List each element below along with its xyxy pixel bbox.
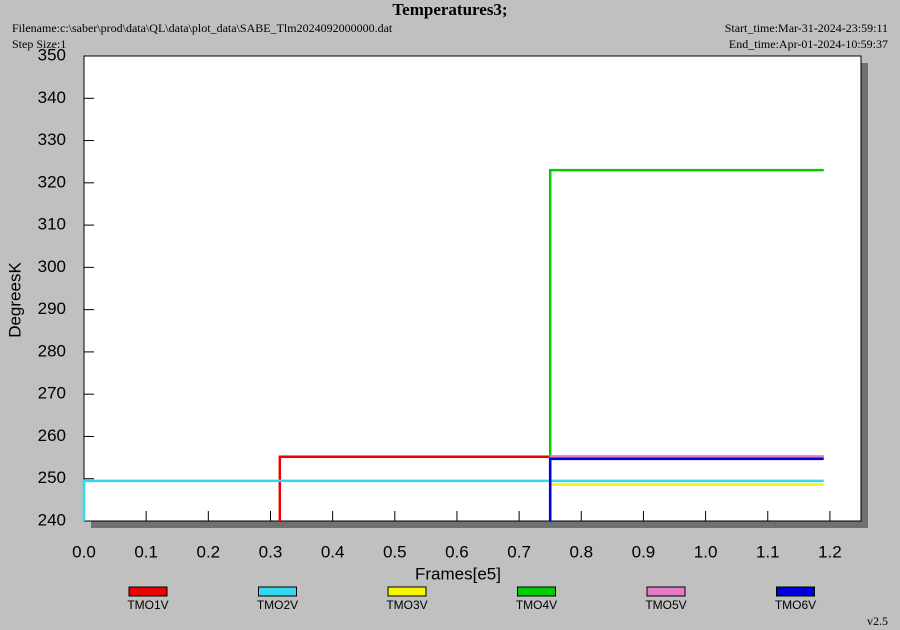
legend-swatch [387, 586, 427, 597]
y-tick-label: 250 [38, 468, 66, 487]
legend-swatch [128, 586, 168, 597]
x-tick-label: 0.4 [321, 542, 345, 561]
x-tick-label: 0.0 [72, 542, 96, 561]
start-time: Start_time:Mar-31-2024-23:59:11 [725, 21, 888, 35]
x-tick-label: 0.2 [196, 542, 220, 561]
legend-label: TMO2V [257, 598, 298, 612]
legend-swatch [517, 586, 556, 597]
y-tick-label: 240 [38, 510, 66, 529]
step-size: Step Size:1 [12, 37, 66, 51]
y-tick-label: 350 [38, 45, 66, 64]
x-tick-label: 0.9 [632, 542, 656, 561]
legend-label: TMO6V [775, 598, 816, 612]
end-time: End_time:Apr-01-2024-10:59:37 [729, 37, 888, 51]
y-tick-label: 270 [38, 384, 66, 403]
x-tick-label: 1.0 [694, 542, 718, 561]
filename: Filename:c:\saber\prod\data\QL\data\plot… [12, 21, 393, 35]
x-tick-label: 0.6 [445, 542, 469, 561]
legend-label: TMO1V [127, 598, 168, 612]
x-tick-label: 0.7 [507, 542, 531, 561]
chart-title: Temperatures3; [392, 0, 507, 19]
x-tick-label: 1.1 [756, 542, 780, 561]
x-tick-label: 0.1 [134, 542, 158, 561]
series-line [82, 479, 824, 521]
y-tick-label: 320 [38, 172, 66, 191]
y-tick-label: 300 [38, 257, 66, 276]
y-tick-label: 340 [38, 88, 66, 107]
legend-label: TMO3V [386, 598, 427, 612]
plot-area [83, 55, 862, 522]
legend-label: TMO5V [645, 598, 686, 612]
y-tick-label: 260 [38, 426, 66, 445]
x-tick-label: 0.3 [259, 542, 283, 561]
y-tick-label: 310 [38, 215, 66, 234]
x-axis-label: Frames[e5] [415, 564, 501, 583]
legend-swatch [776, 586, 815, 597]
x-tick-label: 0.8 [569, 542, 593, 561]
legend-label: TMO4V [516, 598, 557, 612]
series-line [548, 457, 824, 521]
version: v2.5 [867, 614, 888, 628]
legend-swatch [646, 586, 686, 597]
y-tick-label: 290 [38, 299, 66, 318]
legend-swatch [258, 586, 297, 597]
y-axis-label: DegreesK [5, 262, 24, 338]
series-line [548, 168, 824, 521]
y-tick-label: 280 [38, 341, 66, 360]
x-tick-label: 1.2 [818, 542, 842, 561]
y-tick-label: 330 [38, 130, 66, 149]
x-tick-label: 0.5 [383, 542, 407, 561]
